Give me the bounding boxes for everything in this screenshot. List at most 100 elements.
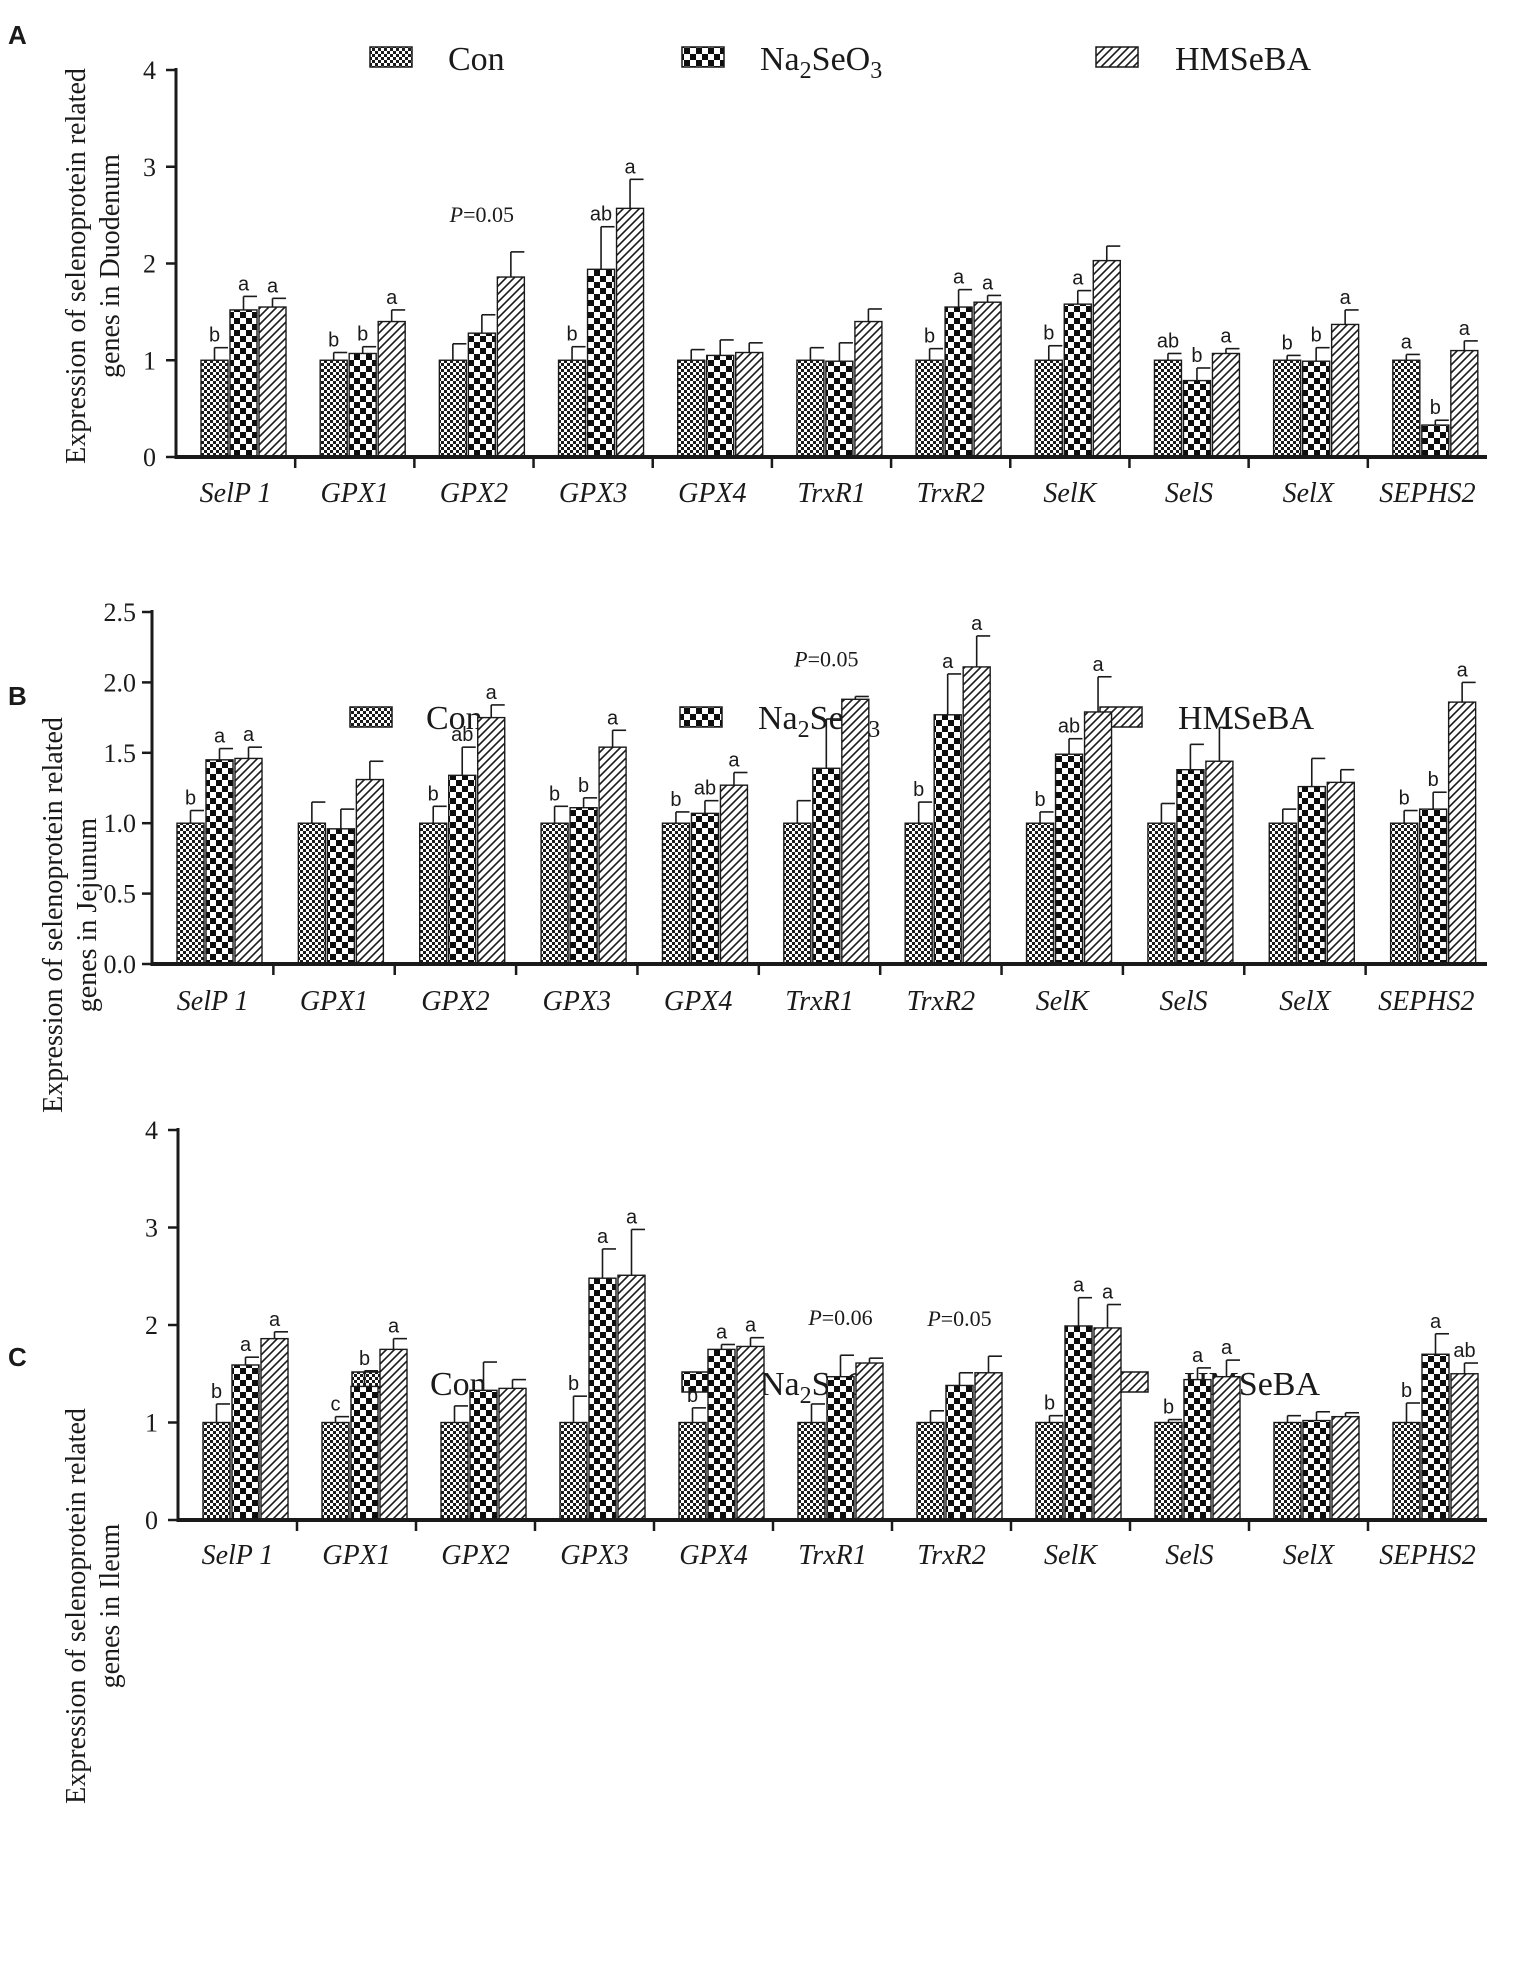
significance-letter: b [1399, 788, 1410, 810]
bar-sels-hmseba [1211, 352, 1241, 458]
bar-selp-1-hmseba [234, 757, 263, 965]
bar-selk-hmseba [1083, 711, 1113, 965]
x-tick-label-sels: SelS [1159, 986, 1207, 1017]
bar-sephs2-na2seo3 [1421, 424, 1450, 458]
bar-trxr2-hmseba [962, 666, 991, 965]
bar-gpx2-na2seo3 [469, 1389, 498, 1521]
significance-letter: b [359, 1348, 370, 1370]
legend-label-na2seo3: Na2SeO3 [760, 41, 882, 84]
bar-sels-hmseba [1205, 760, 1234, 965]
bar-selx-con [1272, 359, 1302, 458]
bar-gpx4-hmseba [735, 351, 764, 458]
x-tick-label-gpx2: GPX2 [440, 478, 508, 509]
y-axis-title: Expression of selenoprotein related genes… [38, 717, 103, 1113]
bar-gpx1-con [321, 1421, 350, 1521]
bar-gpx4-con [661, 822, 691, 965]
significance-letter: a [388, 1316, 400, 1338]
significance-letter: a [214, 726, 226, 748]
y-tick-label: 1.0 [104, 809, 137, 838]
significance-letter: a [728, 750, 740, 772]
bar-selx-hmseba [1330, 323, 1360, 458]
p-value-annotation: P=0.05 [926, 1306, 991, 1331]
bar-gpx4-hmseba [736, 1345, 765, 1521]
bar-sephs2-hmseba [1450, 349, 1479, 458]
x-tick-label-selk: SelK [1043, 478, 1097, 509]
significance-letter: a [386, 287, 398, 309]
x-tick-label-gpx3: GPX3 [559, 478, 627, 509]
bar-selk-hmseba [1093, 1327, 1122, 1521]
bar-gpx3-na2seo3 [569, 807, 598, 965]
bar-selp-1-na2seo3 [205, 759, 234, 965]
significance-letter: b [566, 324, 577, 346]
legend-swatch-na2seo3 [679, 706, 723, 728]
bar-sephs2-con [1392, 1421, 1421, 1521]
significance-letter: b [428, 783, 439, 805]
legend-swatch-con [369, 46, 413, 68]
significance-letter: a [1192, 1345, 1204, 1367]
legend-swatch-na2seo3 [681, 46, 725, 68]
y-tick-label: 1.5 [104, 739, 137, 768]
bar-selk-con [1035, 1421, 1064, 1521]
bar-selp-1-con [200, 359, 229, 458]
significance-letter: b [328, 330, 339, 352]
bar-gpx3-hmseba [598, 746, 627, 965]
bar-selk-na2seo3 [1054, 753, 1084, 965]
legend-label-con: Con [448, 41, 505, 78]
y-tick-label: 1 [143, 346, 156, 375]
y-tick-label: 0 [145, 1506, 158, 1535]
bar-selp-1-na2seo3 [229, 309, 258, 458]
bar-selp-1-con [176, 822, 205, 965]
bar-trxr2-con [916, 1421, 945, 1521]
bar-gpx3-na2seo3 [586, 268, 616, 458]
bar-sels-na2seo3 [1183, 1378, 1212, 1521]
y-tick-label: 4 [145, 1116, 158, 1145]
bar-gpx2-con [419, 822, 448, 965]
bar-trxr1-hmseba [855, 1362, 884, 1521]
bar-sephs2-hmseba [1450, 1373, 1479, 1521]
significance-letter: b [578, 775, 589, 797]
bar-trxr2-na2seo3 [933, 714, 962, 965]
significance-letter: b [924, 326, 935, 348]
significance-letter: a [1430, 1311, 1442, 1333]
significance-letter: b [1163, 1397, 1174, 1419]
bar-selx-hmseba [1331, 1415, 1360, 1521]
bar-gpx1-na2seo3 [326, 828, 356, 965]
bar-selx-con [1268, 822, 1297, 965]
significance-letter: b [1043, 323, 1054, 345]
significance-letter: b [185, 788, 196, 810]
significance-letter: b [568, 1373, 579, 1395]
bar-gpx3-na2seo3 [588, 1277, 617, 1521]
panel-b: B Con Na2SeO3 HMSeBA Expression of selen… [8, 598, 1487, 1113]
significance-letter: ab [694, 778, 716, 800]
significance-letter: a [1220, 326, 1232, 348]
significance-letter: a [1092, 654, 1104, 676]
legend-swatch-hmseba [1095, 46, 1139, 68]
bar-selx-na2seo3 [1302, 1419, 1331, 1521]
bar-gpx2-na2seo3 [467, 332, 497, 458]
bar-sephs2-con [1392, 359, 1421, 458]
significance-letter: a [1457, 659, 1469, 681]
significance-letter: b [1311, 325, 1322, 347]
bar-trxr1-hmseba [841, 698, 870, 965]
significance-letter: a [626, 1206, 638, 1228]
significance-letter: c [331, 1394, 341, 1416]
significance-letter: a [1072, 268, 1084, 290]
x-tick-label-gpx4: GPX4 [664, 986, 732, 1017]
bar-selk-na2seo3 [1063, 303, 1092, 458]
significance-letter: a [238, 273, 250, 295]
bar-gpx4-na2seo3 [706, 354, 735, 458]
x-tick-label-gpx2: GPX2 [421, 986, 489, 1017]
significance-letter: a [1340, 287, 1352, 309]
legend-swatch-con [349, 706, 393, 728]
y-tick-label: 2.5 [104, 598, 137, 627]
significance-letter: b [1401, 1380, 1412, 1402]
bar-gpx2-hmseba [496, 276, 526, 458]
bar-gpx3-hmseba [617, 1274, 646, 1521]
bar-gpx1-na2seo3 [348, 352, 377, 458]
y-tick-label: 2.0 [104, 668, 137, 697]
y-tick-label: 3 [145, 1214, 158, 1243]
x-tick-label-sephs2: SEPHS2 [1378, 986, 1474, 1017]
significance-letter: a [1401, 331, 1413, 353]
